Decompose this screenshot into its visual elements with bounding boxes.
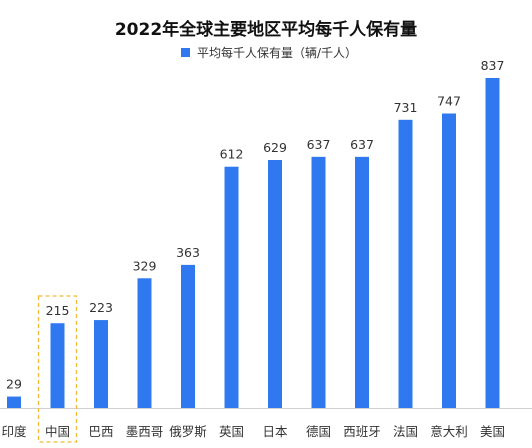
category-label: 法国 — [393, 424, 418, 439]
category-label: 西班牙 — [343, 424, 381, 439]
bar — [94, 320, 108, 408]
value-label: 612 — [220, 147, 244, 162]
value-label: 223 — [89, 300, 113, 315]
legend-swatch — [181, 48, 190, 57]
value-label: 29 — [6, 377, 22, 392]
value-label: 363 — [176, 245, 200, 260]
legend: 平均每千人保有量（辆/千人） — [181, 45, 357, 60]
value-label: 629 — [263, 140, 287, 155]
bar — [268, 160, 282, 408]
value-label: 731 — [394, 100, 418, 115]
value-label: 329 — [133, 258, 157, 273]
bar — [50, 323, 65, 408]
value-label: 637 — [350, 137, 374, 152]
category-label: 墨西哥 — [126, 424, 164, 439]
category-label: 巴西 — [88, 424, 113, 439]
bar — [485, 78, 500, 408]
value-label: 215 — [46, 303, 70, 318]
category-label: 英国 — [219, 424, 244, 439]
bar — [224, 166, 239, 408]
category-label: 日本 — [262, 424, 288, 439]
bar — [355, 156, 369, 408]
category-label: 俄罗斯 — [169, 424, 207, 439]
chart-title: 2022年全球主要地区平均每千人保有量 — [115, 19, 417, 40]
bar — [311, 156, 326, 408]
value-label: 747 — [437, 93, 461, 108]
highlight-box — [37, 295, 78, 443]
category-label: 德国 — [306, 424, 331, 439]
value-label: 837 — [481, 58, 505, 73]
category-label: 印度 — [1, 424, 27, 439]
value-label: 637 — [307, 137, 331, 152]
bar — [442, 113, 456, 408]
bar — [7, 396, 21, 408]
bar — [137, 278, 152, 408]
legend-label: 平均每千人保有量（辆/千人） — [197, 45, 357, 60]
category-label: 中国 — [45, 424, 70, 439]
category-label: 意大利 — [430, 424, 468, 439]
category-label: 美国 — [480, 424, 505, 439]
bar — [181, 264, 195, 408]
bar — [398, 119, 413, 408]
plot-area: 29 印度 215 中国 223 巴西 329 墨西哥 363 俄罗斯 612 英国 629 日本 637 德… — [0, 58, 532, 443]
